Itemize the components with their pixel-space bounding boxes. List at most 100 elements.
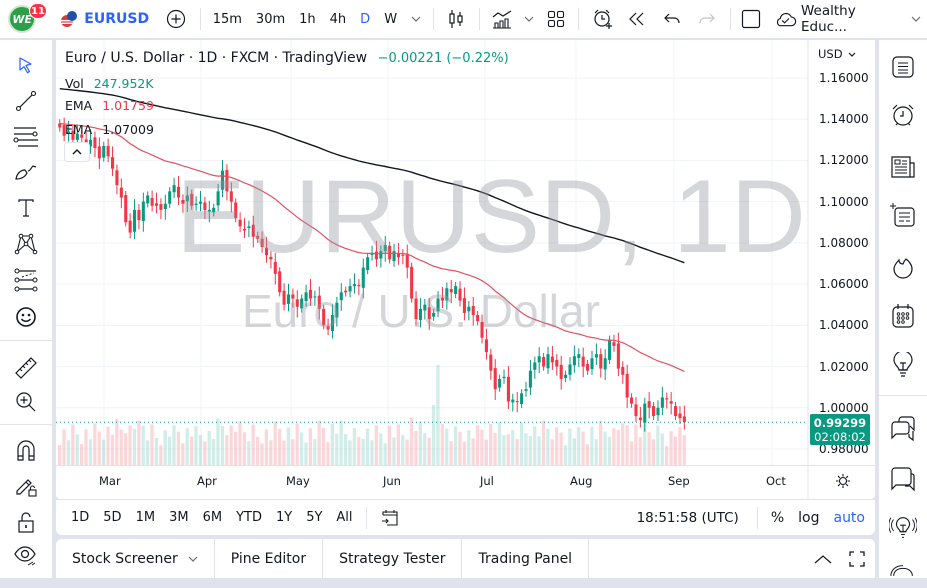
fullscreen-button[interactable] [839,550,875,567]
news-button[interactable] [889,153,917,181]
calendar-button[interactable] [889,302,917,330]
range-5d[interactable]: 5D [103,510,122,525]
text-t-icon [18,199,34,217]
chevron-down-icon [188,556,198,562]
currency-selector[interactable]: USD [818,47,856,61]
alarm-clock-icon [892,104,914,126]
eu-us-flag-icon [61,11,78,27]
text-tool[interactable] [12,194,40,222]
ema-slow-label: EMA [65,122,93,137]
public-chat-button[interactable] [889,465,917,493]
ideas-stream-button[interactable] [889,201,917,229]
time-tick: Apr [197,474,217,488]
lock-all-tool[interactable] [12,508,40,536]
hotlists-button[interactable] [889,254,917,282]
maximize-panel-button[interactable] [807,554,839,564]
compare-symbol-button[interactable] [159,0,194,38]
forecast-tool[interactable] [12,266,40,294]
time-tick: Sep [668,474,690,488]
price-chart[interactable] [56,40,875,499]
user-avatar[interactable]: WE 11 [0,0,47,38]
redo-button[interactable] [689,0,724,38]
range-ytd[interactable]: YTD [236,510,262,525]
tab-stock-screener[interactable]: Stock Screener [56,539,215,578]
price-tick: 1.04000 [819,318,869,332]
interval-w[interactable]: W [384,11,398,27]
hide-drawings-tool[interactable] [12,542,40,570]
create-alert-button[interactable] [585,0,620,38]
chart-settings-button[interactable] [835,473,851,493]
tab-label: Pine Editor [230,550,307,567]
alarm-plus-icon [594,9,612,29]
collapse-legend-button[interactable] [64,142,90,162]
chevron-down-icon [524,16,534,22]
ema-fast-legend[interactable]: EMA 1.01759 [65,98,154,113]
chart-type-button[interactable] [440,0,473,38]
magnet-mode-tool[interactable] [12,437,40,465]
indicators-dropdown[interactable] [519,0,540,38]
ideas-button[interactable] [889,351,917,379]
brush-tool[interactable] [12,157,40,185]
tab-pine-editor[interactable]: Pine Editor [215,539,324,578]
lock-drawings-tool[interactable] [12,472,40,500]
replay-button[interactable] [620,0,655,38]
utc-clock[interactable]: 18:51:58 (UTC) [636,509,739,526]
price-tick: 1.14000 [819,112,869,126]
vol-label: Vol [65,76,84,91]
indicators-button[interactable] [486,0,519,38]
volume-legend[interactable]: Vol 247.952K [65,76,154,91]
go-to-date-button[interactable] [373,509,407,527]
account-menu[interactable]: Wealthy Educ... [766,0,906,38]
price-tick: 1.12000 [819,153,869,167]
symbol-search-button[interactable]: EURUSD [44,0,159,38]
interval-1h[interactable]: 1h [299,11,316,27]
range-3m[interactable]: 3M [169,510,189,525]
rewind-icon [629,12,644,26]
interval-15m[interactable]: 15m [212,11,242,27]
streams-button[interactable] [889,514,917,542]
prediction-lines-icon [14,268,38,292]
price-tick: 0.98000 [819,442,869,456]
chevron-down-icon [848,52,856,57]
measure-tool[interactable] [12,354,40,382]
current-price: 0.99299 [813,416,867,430]
trend-line-tool[interactable] [12,87,40,115]
account-dropdown[interactable] [906,0,927,38]
range-5y[interactable]: 5Y [306,510,323,525]
cursor-arrow-icon [19,57,32,74]
watchlist-button[interactable] [889,53,917,81]
xabcd-pattern-icon [14,233,38,255]
alerts-button[interactable] [889,101,917,129]
auto-scale-toggle[interactable]: auto [833,509,865,526]
interval-30m[interactable]: 30m [255,11,286,27]
interval-4h[interactable]: 4h [329,11,347,27]
range-all[interactable]: All [336,510,353,525]
divider [433,8,435,30]
broadcast-icon [890,565,913,576]
range-1d[interactable]: 1D [71,510,90,525]
pattern-tool[interactable] [12,230,40,258]
square-icon [742,9,761,29]
fullscreen-toggle-button[interactable] [737,0,766,38]
icons-tool[interactable] [12,303,40,331]
ema-slow-legend[interactable]: EMA 1.07009 [65,122,154,137]
chats-button[interactable] [889,415,917,443]
broadcast-button[interactable] [889,560,917,588]
chart-legend-title[interactable]: Euro / U.S. Dollar · 1D · FXCM · Trading… [65,50,509,66]
range-1y[interactable]: 1Y [275,510,293,525]
range-1m[interactable]: 1M [135,510,156,525]
cursor-tool[interactable] [12,52,40,80]
log-scale-toggle[interactable]: log [798,509,820,526]
layouts-button[interactable] [540,0,573,38]
tab-trading-panel[interactable]: Trading Panel [462,539,590,578]
price-change: −0.00221 (−0.22%) [377,51,509,66]
interval-dropdown[interactable] [404,0,427,38]
zoom-in-tool[interactable] [12,388,40,416]
tab-strategy-tester[interactable]: Strategy Tester [323,539,463,578]
undo-button[interactable] [655,0,690,38]
interval-d[interactable]: D [360,11,371,27]
range-6m[interactable]: 6M [202,510,223,525]
fib-retracement-tool[interactable] [12,122,40,150]
percent-scale-toggle[interactable]: % [770,509,785,526]
chart-panel[interactable]: EURUSD, 1D Euro / U.S. Dollar Euro / U.S… [56,40,875,499]
